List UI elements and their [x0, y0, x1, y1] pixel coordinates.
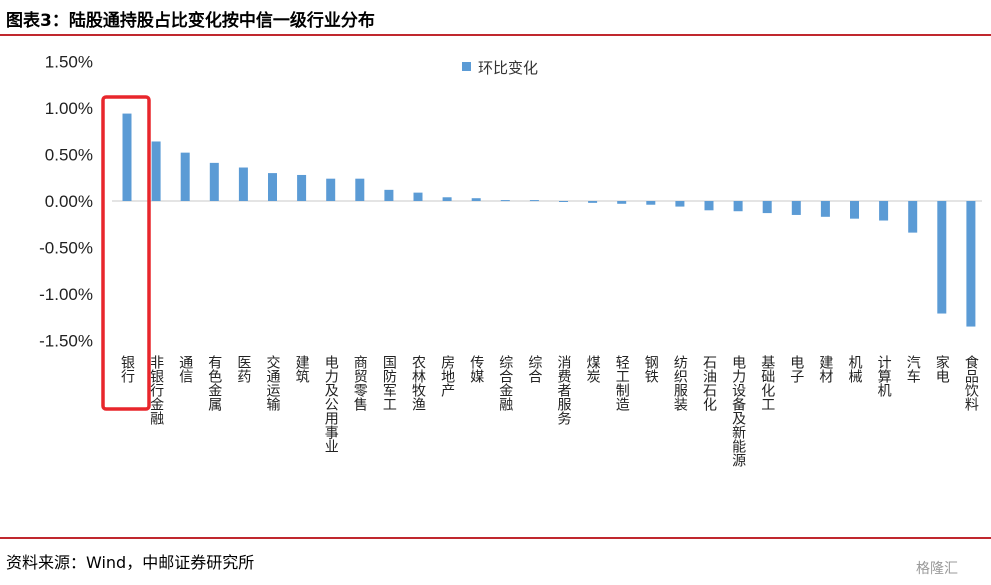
bar	[268, 173, 277, 201]
x-tick-label: 电子	[788, 355, 804, 383]
x-tick-label: 汽车	[905, 355, 921, 383]
x-tick-label: 家电	[934, 354, 950, 383]
bar	[733, 201, 743, 212]
x-tick-label: 基础化工	[759, 354, 775, 411]
y-tick-label: 0.00%	[45, 192, 93, 211]
y-tick-label: 1.50%	[45, 53, 93, 72]
bar-chart: 1.50% 1.00% 0.50% 0.00% -0.50% -1.00% -1.50% 银行…	[39, 53, 982, 467]
bar	[850, 201, 859, 219]
y-tick-label: -0.50%	[39, 239, 93, 258]
x-tick-label: 电力设备及新能源	[730, 355, 746, 467]
bottom-divider	[0, 537, 991, 539]
bar	[704, 201, 714, 211]
bar	[791, 201, 801, 215]
x-tick-label: 机械	[847, 355, 863, 383]
bar	[413, 192, 423, 201]
x-tick-label: 消费者服务	[556, 355, 572, 425]
bar	[908, 201, 918, 233]
x-tick-label: 有色金属	[206, 355, 222, 411]
x-tick-label: 计算机	[876, 355, 892, 398]
x-tick-label: 建筑	[294, 355, 310, 384]
x-tick-label: 轻工制造	[614, 355, 630, 412]
x-tick-label: 商贸零售	[352, 355, 368, 411]
legend-swatch	[462, 62, 471, 71]
x-tick-label: 纺织服装	[672, 355, 688, 411]
x-tick-label: 传媒	[468, 355, 484, 383]
y-tick-label: 0.50%	[45, 146, 93, 165]
legend-label: 环比变化	[478, 59, 538, 77]
bar	[879, 201, 889, 221]
bar	[675, 201, 685, 207]
bar	[355, 178, 365, 201]
x-tick-label: 石油石化	[701, 355, 717, 412]
bar	[297, 174, 307, 201]
source-note: 资料来源：Wind，中邮证券研究所	[6, 553, 255, 572]
highlight-box	[101, 95, 151, 411]
x-tick-label: 医药	[235, 355, 251, 383]
bar	[617, 201, 627, 204]
y-tick-label: 1.00%	[45, 99, 93, 118]
bar	[559, 201, 568, 202]
x-tick-label: 非银行金融	[148, 355, 164, 425]
bar	[588, 201, 598, 203]
bar	[646, 201, 656, 205]
x-tick-label: 煤炭	[585, 355, 601, 383]
bar	[180, 152, 190, 201]
x-tick-label: 房地产	[439, 355, 455, 398]
bar	[966, 201, 976, 327]
top-divider	[0, 34, 991, 36]
bar	[762, 201, 772, 214]
x-tick-label: 综合	[526, 355, 542, 383]
bar	[820, 201, 830, 217]
bar	[442, 197, 452, 201]
bar	[122, 113, 132, 201]
x-tick-label: 国防军工	[381, 355, 397, 411]
bar	[529, 200, 539, 202]
bar	[326, 178, 336, 201]
x-tick-label: 食品饮料	[963, 354, 979, 411]
x-tick-label: 通信	[177, 355, 193, 383]
bar	[384, 189, 394, 201]
y-tick-label: -1.00%	[39, 285, 93, 304]
bar	[209, 162, 219, 201]
bar	[151, 141, 161, 201]
x-tick-label: 交通运输	[265, 354, 281, 411]
bar	[500, 200, 510, 202]
x-tick-label: 钢铁	[643, 355, 659, 383]
bar	[937, 201, 947, 314]
x-tick-label: 建材	[817, 355, 833, 383]
x-tick-label: 银行	[119, 355, 135, 384]
bar	[471, 198, 481, 201]
page-title: 图表3：陆股通持股占比变化按中信一级行业分布	[6, 11, 375, 31]
x-tick-label: 综合金融	[497, 355, 513, 411]
watermark-logo: 格隆汇	[916, 561, 958, 577]
bar	[238, 167, 248, 201]
y-tick-label: -1.50%	[39, 332, 93, 351]
x-tick-label: 农林牧渔	[410, 355, 426, 411]
x-tick-label: 电力及公用事业	[323, 355, 339, 453]
